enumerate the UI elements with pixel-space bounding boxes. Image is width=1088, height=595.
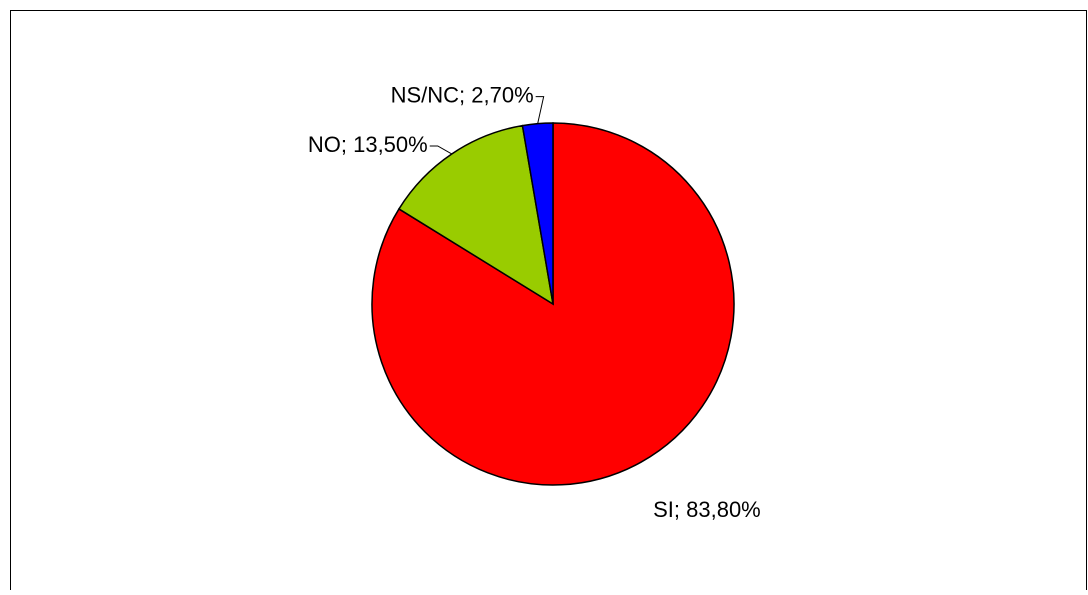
leader-line [429, 145, 452, 155]
leader-line [535, 96, 545, 124]
chart-frame [10, 10, 1087, 595]
pie-slice [371, 122, 735, 486]
data-label: SI; 83,80% [653, 497, 761, 522]
data-label: NO; 13,50% [308, 132, 428, 157]
data-label: NS/NC; 2,70% [391, 82, 534, 107]
